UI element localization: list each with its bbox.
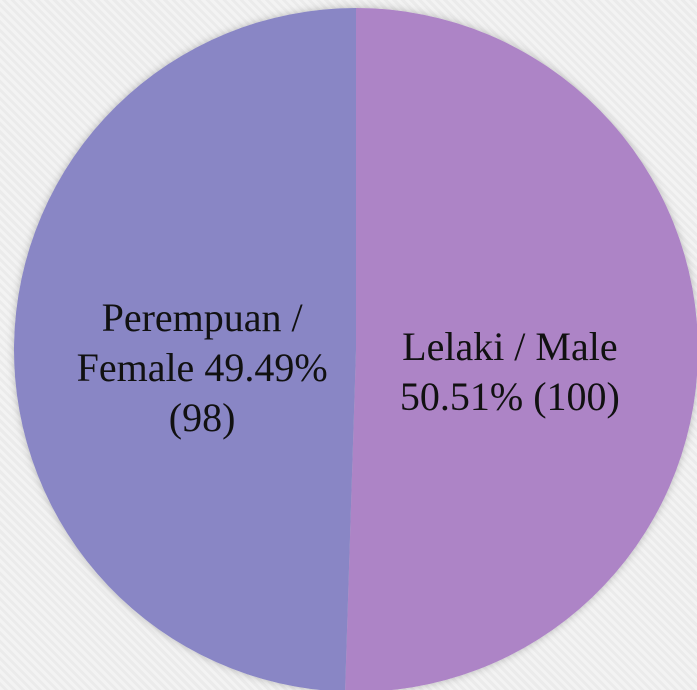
pie-slice bbox=[14, 8, 356, 690]
count-label: (100) bbox=[533, 374, 620, 420]
value-label: 49.49% bbox=[204, 344, 328, 390]
count-label: (98) bbox=[168, 394, 236, 440]
pie-slice bbox=[345, 8, 697, 690]
slice-label: Perempuan / Female 49.49% (98) bbox=[67, 293, 337, 443]
category-label: Lelaki / Male bbox=[402, 324, 618, 370]
pie bbox=[14, 8, 697, 690]
category-label: Perempuan / Female bbox=[76, 294, 303, 390]
slice-label: Lelaki / Male 50.51% (100) bbox=[400, 322, 620, 422]
value-label: 50.51% bbox=[399, 374, 524, 420]
